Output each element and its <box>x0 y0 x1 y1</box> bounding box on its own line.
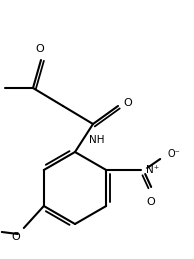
Text: O⁻: O⁻ <box>167 149 180 159</box>
Text: O: O <box>123 98 132 108</box>
Text: O: O <box>36 44 44 54</box>
Text: O: O <box>11 232 20 242</box>
Text: N⁺: N⁺ <box>146 165 159 175</box>
Text: NH: NH <box>89 135 105 145</box>
Text: O: O <box>147 197 156 207</box>
